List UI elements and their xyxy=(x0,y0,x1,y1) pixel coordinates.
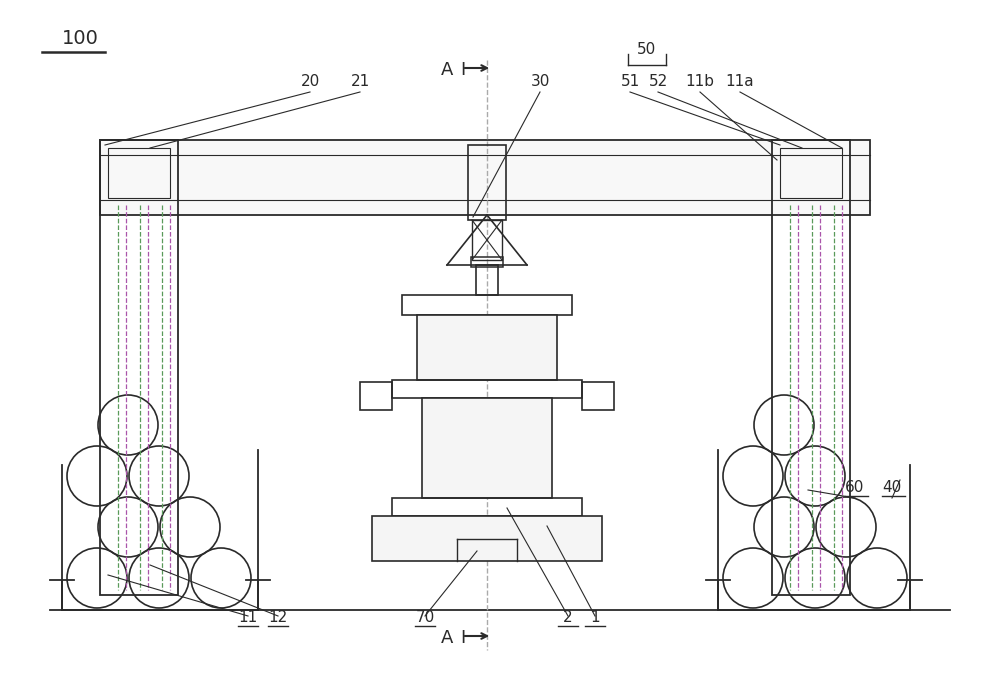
Text: 2: 2 xyxy=(563,610,573,626)
Text: 11b: 11b xyxy=(686,75,714,89)
Bar xyxy=(360,382,392,410)
Bar xyxy=(772,140,850,595)
Text: 60: 60 xyxy=(845,480,865,495)
Text: 11a: 11a xyxy=(726,75,754,89)
Bar xyxy=(468,145,506,220)
Bar xyxy=(472,220,502,260)
Text: 40: 40 xyxy=(882,480,902,495)
Text: A: A xyxy=(441,629,453,647)
Text: 21: 21 xyxy=(350,75,370,89)
Text: A: A xyxy=(441,61,453,79)
Text: I: I xyxy=(460,629,466,647)
Bar xyxy=(372,516,602,561)
Bar xyxy=(471,257,503,267)
Text: 51: 51 xyxy=(620,75,640,89)
Bar xyxy=(417,315,557,380)
Bar xyxy=(582,382,614,410)
Text: 11: 11 xyxy=(238,610,258,626)
Text: 12: 12 xyxy=(268,610,288,626)
Bar xyxy=(100,140,178,595)
Bar xyxy=(402,295,572,315)
Bar xyxy=(476,265,498,295)
Text: 50: 50 xyxy=(637,42,657,57)
Bar xyxy=(100,140,870,215)
Bar xyxy=(392,498,582,516)
Text: 1: 1 xyxy=(590,610,600,626)
Text: 100: 100 xyxy=(62,28,99,48)
Bar xyxy=(392,380,582,398)
Bar xyxy=(422,398,552,498)
Text: 20: 20 xyxy=(300,75,320,89)
Text: 52: 52 xyxy=(648,75,668,89)
Text: 70: 70 xyxy=(415,610,435,626)
Text: 30: 30 xyxy=(530,75,550,89)
Bar xyxy=(780,148,842,198)
Bar xyxy=(108,148,170,198)
Text: I: I xyxy=(460,61,466,79)
